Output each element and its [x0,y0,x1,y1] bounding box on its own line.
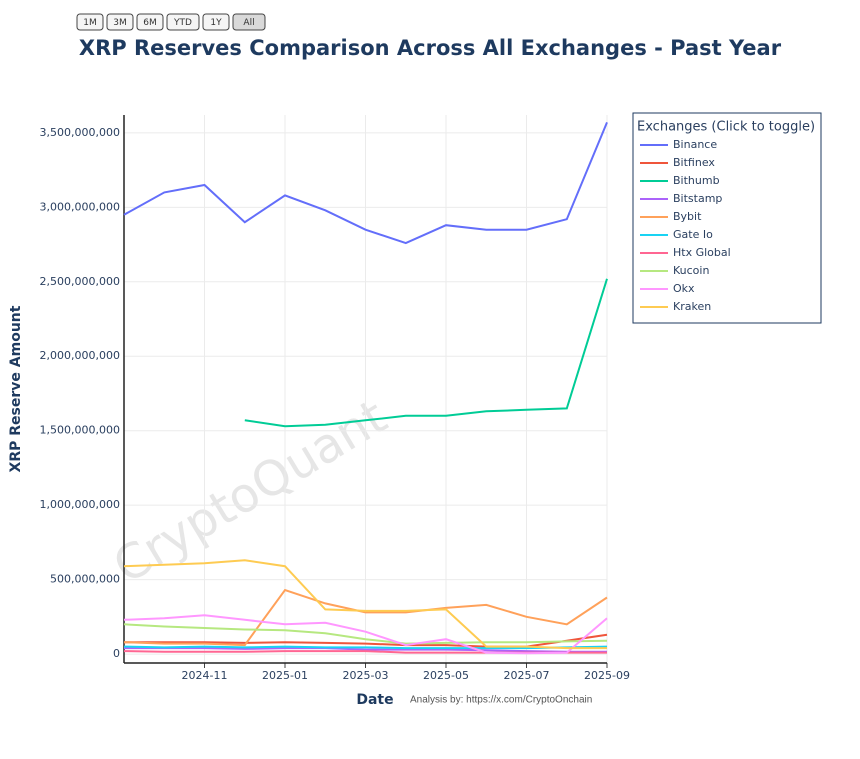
range-button-label[interactable]: 1Y [210,18,222,28]
range-button[interactable]: 1Y [202,13,230,31]
series-line [124,647,607,653]
y-tick-label: 3,500,000,000 [40,126,120,139]
range-button-label[interactable]: YTD [173,18,192,28]
y-tick-label: 1,500,000,000 [40,424,120,437]
x-tick-label: 2025-05 [423,669,469,682]
series-line [123,559,607,650]
series-line [123,645,608,650]
y-axis-title: XRP Reserve Amount [8,305,24,472]
legend-item[interactable]: Htx Global [640,246,731,259]
legend-label[interactable]: Bybit [673,210,702,223]
range-button[interactable]: YTD [166,13,200,31]
range-button[interactable]: 3M [106,13,134,31]
legend-item[interactable]: Bithumb [640,174,720,187]
range-button-box[interactable] [232,13,266,31]
x-axis-title: Date [356,692,393,708]
watermark: CryptoQuant [104,389,396,595]
legend-item[interactable]: Bybit [640,210,702,223]
range-button-box[interactable] [106,13,134,31]
range-button[interactable]: 6M [136,13,164,31]
y-tick-label: 500,000,000 [50,573,120,586]
legend-item[interactable]: Binance [640,138,717,151]
range-button-label[interactable]: All [243,18,254,28]
legend-item[interactable]: Kraken [640,300,711,313]
range-button-box[interactable] [166,13,200,31]
series-line [123,623,608,645]
y-tick-label: 1,000,000,000 [40,498,120,511]
chart-title: XRP Reserves Comparison Across All Excha… [79,36,782,60]
legend-label[interactable]: Bitstamp [673,192,722,205]
y-tick-label: 2,000,000,000 [40,349,120,362]
legend-item[interactable]: Okx [640,282,695,295]
range-button-box[interactable] [136,13,164,31]
x-tick-label: 2025-03 [343,669,389,682]
series-line [123,588,608,647]
y-tick-label: 2,500,000,000 [40,275,120,288]
range-button-label[interactable]: 6M [143,18,157,28]
series-line [244,278,608,428]
legend-label[interactable]: Gate Io [673,228,713,241]
legend-label[interactable]: Kraken [673,300,711,313]
annotation: Analysis by: https://x.com/CryptoOnchain [410,695,592,706]
y-tick-label: 3,000,000,000 [40,200,120,213]
legend-label[interactable]: Bitfinex [673,156,715,169]
x-tick-label: 2025-01 [262,669,308,682]
legend-item[interactable]: Bitfinex [640,156,715,169]
series-line [123,122,608,245]
range-button-label[interactable]: 1M [83,18,97,28]
range-button-box[interactable] [202,13,230,31]
legend-title: Exchanges (Click to toggle) [637,120,815,135]
legend-label[interactable]: Htx Global [673,246,731,259]
y-tick-label: 0 [113,647,120,660]
legend-label[interactable]: Kucoin [673,264,709,277]
range-button-label[interactable]: 3M [113,18,127,28]
range-button[interactable]: 1M [76,13,104,31]
legend-label[interactable]: Okx [673,282,695,295]
legend-item[interactable]: Bitstamp [640,192,722,205]
legend-item[interactable]: Kucoin [640,264,709,277]
legend-label[interactable]: Binance [673,138,717,151]
range-button-box[interactable] [76,13,104,31]
series-line [123,614,608,655]
x-tick-label: 2025-09 [584,669,630,682]
x-tick-label: 2025-07 [504,669,550,682]
range-button[interactable]: All [232,13,266,31]
legend-label[interactable]: Bithumb [673,174,720,187]
x-tick-label: 2024-11 [182,669,228,682]
legend-item[interactable]: Gate Io [640,228,713,241]
